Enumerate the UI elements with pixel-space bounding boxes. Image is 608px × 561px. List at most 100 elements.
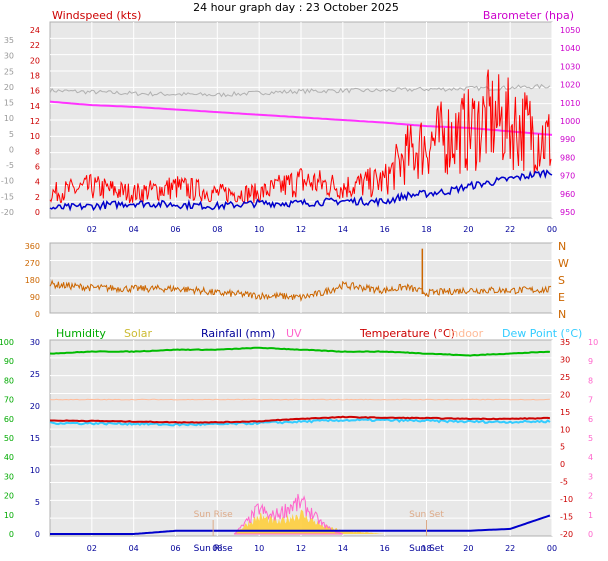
compass-label: N: [558, 240, 566, 253]
wind-tick-label: 14: [30, 102, 40, 111]
solar-tick-label: 30: [30, 338, 40, 347]
direction-tick-label: 270: [25, 259, 40, 268]
uv-tick-label: 7: [588, 396, 593, 405]
temperature-grid: [50, 340, 553, 536]
wind-tick-label: 12: [30, 117, 40, 126]
sun-set-label: Sun Set: [409, 510, 444, 520]
temp-tick-label: 0: [560, 460, 565, 469]
barometer-tick-label: 1010: [560, 99, 580, 108]
dew-point-line: [49, 418, 551, 427]
uv-tick-label: 4: [588, 453, 593, 462]
humidity-tick-label: 20: [4, 492, 14, 501]
uv-tick-label: 5: [588, 434, 593, 443]
humidity-tick-label: 80: [4, 376, 14, 385]
wind-tick-label: 22: [30, 41, 40, 50]
barometer-tick-label: 960: [560, 190, 575, 199]
solar-axis-ticks: 30 25 20 15 10 5 0: [30, 338, 40, 539]
x-tick-label: 16: [380, 225, 390, 234]
x-tick-label: 04: [129, 225, 139, 234]
x-tick-label: 02: [87, 544, 97, 553]
humidity-tick-label: 100: [0, 338, 14, 347]
x-tick-label: 14: [338, 225, 348, 234]
sun-rise-axis-label: Sun Rise: [194, 544, 233, 554]
x-tick-label: 08: [212, 225, 222, 234]
compass-label: N: [558, 308, 566, 321]
wind-tick-label: 8: [35, 147, 40, 156]
x-tick-label: 22: [505, 225, 515, 234]
barometer-tick-label: 990: [560, 135, 575, 144]
indoor-label: Indoor: [448, 327, 484, 340]
uv-tick-label: 1: [588, 511, 593, 520]
compass-label: W: [558, 257, 569, 270]
humidity-tick-label: 50: [4, 434, 14, 443]
wind-average-line: [49, 169, 553, 212]
barometer-tick-label: 1050: [560, 26, 580, 35]
humidity-tick-label: 90: [4, 357, 14, 366]
solar-tick-label: 25: [30, 370, 40, 379]
barometer-axis-ticks: 1050 1040 1030 1020 1010 1000 990 980 970 960 950: [560, 26, 580, 217]
temp-tick-label: -10: [560, 495, 573, 504]
barometer-tick-label: 1020: [560, 81, 580, 90]
barometer-tick-label: 950: [560, 208, 575, 217]
uv-tick-label: 0: [588, 530, 593, 539]
solar-tick-label: 0: [35, 530, 40, 539]
humidity-tick-label: 60: [4, 415, 14, 424]
wind-tick-label: 4: [35, 178, 40, 187]
temp-axis-ticks: 35 30 25 20 15 10 5 0 -5 -10 -15 -20: [560, 338, 573, 539]
x-tick-label: 18: [421, 544, 431, 553]
rainfall-label: Rainfall (mm): [201, 327, 275, 340]
x-tick-label: 12: [296, 225, 306, 234]
wind-x-axis: 02 04 06 08 10 12 14 16 18 20 22 00: [87, 225, 557, 234]
windspeed-label: Windspeed (kts): [52, 9, 141, 22]
x-tick-label: 22: [505, 544, 515, 553]
temp-tick-label: -5: [6, 161, 14, 170]
direction-tick-label: 90: [30, 293, 40, 302]
temp-tick-label: 20: [560, 390, 570, 399]
temp-tick-label: 10: [560, 425, 570, 434]
humidity-tick-label: 30: [4, 472, 14, 481]
x-tick-label: 00: [547, 225, 557, 234]
x-tick-label: 10: [254, 544, 264, 553]
humidity-tick-label: 40: [4, 453, 14, 462]
uv-tick-label: 9: [588, 357, 593, 366]
wind-series: [49, 69, 553, 212]
temp-tick-label: 25: [4, 67, 14, 76]
barometer-tick-label: 1040: [560, 44, 580, 53]
temp-tick-label: 20: [4, 83, 14, 92]
temperature-legend: Humidity Solar Rainfall (mm) UV Temperat…: [56, 327, 582, 340]
x-tick-label: 16: [380, 544, 390, 553]
humidity-line: [49, 346, 550, 357]
humidity-tick-label: 0: [9, 530, 14, 539]
temp-tick-label: 35: [4, 36, 14, 45]
wind-tick-label: 24: [30, 26, 40, 35]
x-tick-label: 02: [87, 225, 97, 234]
solar-label: Solar: [124, 327, 153, 340]
sun-set-axis-label: Sun Set: [409, 544, 444, 554]
direction-tick-label: 0: [35, 310, 40, 319]
wind-tick-label: 16: [30, 87, 40, 96]
uv-tick-label: 2: [588, 492, 593, 501]
temperature-series: [49, 346, 551, 536]
x-tick-label: 08: [212, 544, 222, 553]
uv-label: UV: [286, 327, 302, 340]
sun-rise-label: Sun Rise: [194, 510, 233, 520]
temp-tick-label: -10: [1, 177, 14, 186]
temp-tick-label: 10: [4, 114, 14, 123]
gray-series-line: [49, 83, 551, 98]
temp-tick-label: -20: [560, 530, 573, 539]
barometer-tick-label: 970: [560, 172, 575, 181]
sun-annotations: Sun Rise Sun Set Sun Rise Sun Set: [194, 510, 445, 554]
temp-tick-label: -15: [1, 192, 14, 201]
barometer-tick-label: 980: [560, 153, 575, 162]
uv-tick-label: 8: [588, 376, 593, 385]
wind-direction-line: [49, 279, 552, 302]
temp-tick-label: 15: [4, 99, 14, 108]
wind-tick-label: 0: [35, 208, 40, 217]
x-tick-label: 10: [254, 225, 264, 234]
wind-tick-label: 2: [35, 193, 40, 202]
uv-tick-label: 3: [588, 472, 593, 481]
